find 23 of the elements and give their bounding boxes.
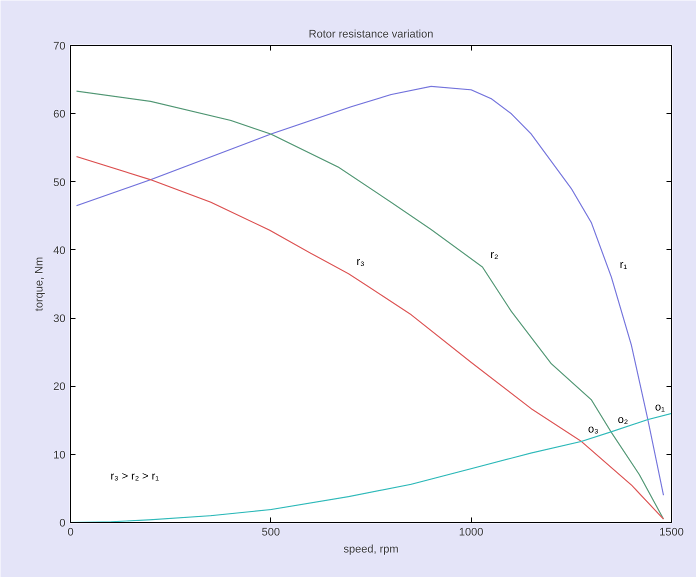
- y-tick-label: 60: [53, 108, 66, 121]
- y-tick-label: 70: [53, 40, 66, 52]
- y-tick-label: 40: [53, 244, 66, 257]
- x-tick-label: 1500: [659, 526, 684, 538]
- annotation: r₁: [620, 259, 628, 272]
- y-tick-label: 50: [53, 176, 66, 189]
- line-series: [76, 156, 664, 520]
- annotation: o₂: [618, 414, 628, 426]
- y-tick-label: 30: [53, 313, 66, 326]
- x-tick-label: 0: [67, 526, 74, 538]
- y-axis-title: torque, Nm: [33, 256, 46, 312]
- chart-title: Rotor resistance variation: [308, 28, 434, 40]
- annotation: o₃: [588, 423, 599, 436]
- y-tick-label: 0: [59, 518, 66, 530]
- y-tick-label: 20: [53, 381, 66, 394]
- annotation: o₁: [654, 402, 666, 414]
- x-axis-title: speed, rpm: [343, 544, 399, 556]
- annotation: r₂: [490, 248, 498, 261]
- annotation: r₃: [356, 256, 365, 268]
- x-tick-label: 1000: [458, 526, 484, 538]
- x-tick-label: 500: [262, 526, 280, 538]
- y-tick-label: 10: [53, 449, 66, 462]
- annotation: r₃ > r₂ > r₁: [110, 470, 160, 482]
